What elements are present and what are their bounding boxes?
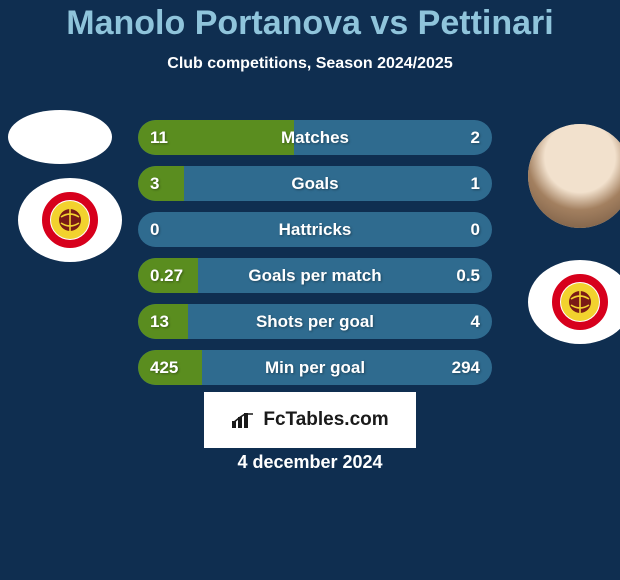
stat-row-min-per-goal: 425 Min per goal 294 bbox=[138, 350, 492, 385]
player2-face-placeholder bbox=[528, 124, 620, 228]
stat-label: Min per goal bbox=[138, 358, 492, 378]
stat-row-goals: 3 Goals 1 bbox=[138, 166, 492, 201]
stat-label: Matches bbox=[138, 128, 492, 148]
subtitle: Club competitions, Season 2024/2025 bbox=[0, 55, 620, 73]
stat-value-right: 0 bbox=[471, 220, 480, 240]
player2-club-badge bbox=[528, 260, 620, 344]
stat-row-goals-per-match: 0.27 Goals per match 0.5 bbox=[138, 258, 492, 293]
player1-club-badge bbox=[18, 178, 122, 262]
stat-value-right: 294 bbox=[452, 358, 480, 378]
stat-value-right: 1 bbox=[471, 174, 480, 194]
player2-avatar bbox=[528, 124, 620, 228]
ball-icon bbox=[567, 289, 593, 315]
stat-value-right: 4 bbox=[471, 312, 480, 332]
stat-value-right: 2 bbox=[471, 128, 480, 148]
club-badge-inner bbox=[51, 201, 89, 239]
club-badge-icon bbox=[552, 274, 608, 330]
player1-avatar bbox=[8, 110, 112, 164]
comparison-card: Manolo Portanova vs Pettinari Club compe… bbox=[0, 0, 620, 580]
stat-label: Goals per match bbox=[138, 266, 492, 286]
stat-row-shots-per-goal: 13 Shots per goal 4 bbox=[138, 304, 492, 339]
stat-row-hattricks: 0 Hattricks 0 bbox=[138, 212, 492, 247]
stat-label: Hattricks bbox=[138, 220, 492, 240]
stats-bars: 11 Matches 2 3 Goals 1 0 Hattricks 0 0.2… bbox=[138, 120, 492, 396]
brand-strip[interactable]: FcTables.com bbox=[204, 392, 416, 448]
stat-label: Goals bbox=[138, 174, 492, 194]
brand-label: FcTables.com bbox=[263, 409, 388, 431]
ball-icon bbox=[57, 207, 83, 233]
brand-chart-icon bbox=[231, 411, 257, 429]
page-title: Manolo Portanova vs Pettinari bbox=[0, 0, 620, 43]
club-badge-icon bbox=[42, 192, 98, 248]
stat-value-right: 0.5 bbox=[456, 266, 480, 286]
club-badge-inner bbox=[561, 283, 599, 321]
stat-label: Shots per goal bbox=[138, 312, 492, 332]
date-label: 4 december 2024 bbox=[0, 452, 620, 473]
stat-row-matches: 11 Matches 2 bbox=[138, 120, 492, 155]
